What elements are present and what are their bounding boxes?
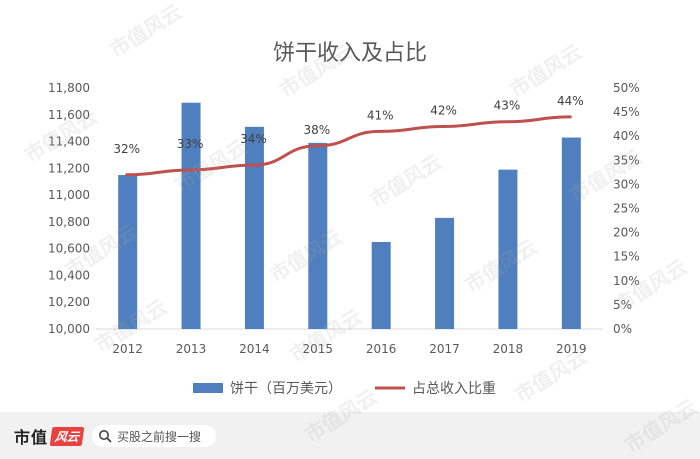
line-data-label: 38% — [303, 123, 330, 137]
y-right-tick-label: 45% — [613, 105, 640, 119]
bar — [308, 142, 328, 329]
y-right-tick-label: 35% — [613, 153, 640, 167]
legend-label-line: 占总收入比重 — [412, 381, 496, 397]
y-left-tick-label: 10,400 — [48, 268, 90, 282]
bar — [498, 169, 518, 329]
y-right-tick-label: 25% — [613, 202, 640, 216]
line-data-label: 32% — [113, 142, 140, 156]
y-right-tick-label: 0% — [613, 322, 632, 336]
x-tick-label: 2013 — [176, 342, 207, 356]
y-right-tick-label: 15% — [613, 250, 640, 264]
brand-logo[interactable]: 市值 风云 — [14, 426, 85, 447]
line-data-label: 43% — [494, 99, 521, 113]
search-box[interactable]: 买股之前搜一搜 — [92, 425, 216, 447]
line-data-label: 44% — [557, 94, 584, 108]
y-left-tick-label: 10,600 — [48, 242, 90, 256]
y-right-tick-label: 5% — [613, 298, 632, 312]
search-icon — [99, 430, 112, 443]
y-left-tick-label: 10,200 — [48, 295, 90, 309]
plot-area: 10,000 10,200 10,400 10,600 10,800 11,000 11,2… — [48, 81, 640, 356]
chart-card: 饼干收入及占比 10,000 10,200 10,400 10,600 10,800 11… — [0, 0, 700, 412]
line-data-label: 34% — [240, 132, 267, 146]
bar — [244, 126, 264, 329]
legend-swatch-bars — [193, 383, 223, 393]
y-left-tick-label: 11,000 — [48, 188, 90, 202]
x-tick-label: 2014 — [239, 342, 270, 356]
legend: 饼干（百万美元） 占总收入比重 — [193, 381, 496, 397]
y-right-tick-label: 40% — [613, 129, 640, 143]
chart-title: 饼干收入及占比 — [273, 41, 427, 66]
y-right-tick-label: 10% — [613, 274, 640, 288]
x-tick-label: 2015 — [303, 342, 334, 356]
y-left-tick-label: 11,200 — [48, 161, 90, 175]
y-right-tick-label: 30% — [613, 177, 640, 191]
y-right-tick-label: 50% — [613, 81, 640, 95]
line-data-label: 33% — [177, 137, 204, 151]
brand-logo-badge: 风云 — [49, 426, 85, 446]
bar — [371, 241, 391, 329]
y-left-tick-label: 10,000 — [48, 322, 90, 336]
x-tick-label: 2016 — [366, 342, 397, 356]
line-data-label: 42% — [430, 104, 457, 118]
search-placeholder: 买股之前搜一搜 — [117, 429, 202, 444]
brand-name: 市值 — [14, 428, 49, 447]
y-left-tick-label: 11,800 — [48, 81, 90, 95]
x-tick-label: 2017 — [429, 342, 460, 356]
y-left-tick-label: 10,800 — [48, 215, 90, 229]
bar — [435, 217, 455, 329]
x-tick-label: 2018 — [493, 342, 524, 356]
y-right-tick-label: 20% — [613, 226, 640, 240]
line-data-label: 41% — [367, 108, 394, 122]
y-left-tick-label: 11,400 — [48, 135, 90, 149]
chart: 饼干收入及占比 10,000 10,200 10,400 10,600 10,800 11… — [48, 41, 640, 397]
line-series — [125, 115, 572, 177]
legend-label-bars: 饼干（百万美元） — [230, 381, 342, 397]
bar — [181, 102, 201, 329]
x-tick-label: 2019 — [556, 342, 587, 356]
y-left-tick-label: 11,600 — [48, 108, 90, 122]
footer-bar: 市值 风云 买股之前搜一搜 — [0, 412, 700, 459]
bar — [118, 175, 138, 329]
bar — [561, 137, 581, 329]
x-tick-label: 2012 — [112, 342, 143, 356]
